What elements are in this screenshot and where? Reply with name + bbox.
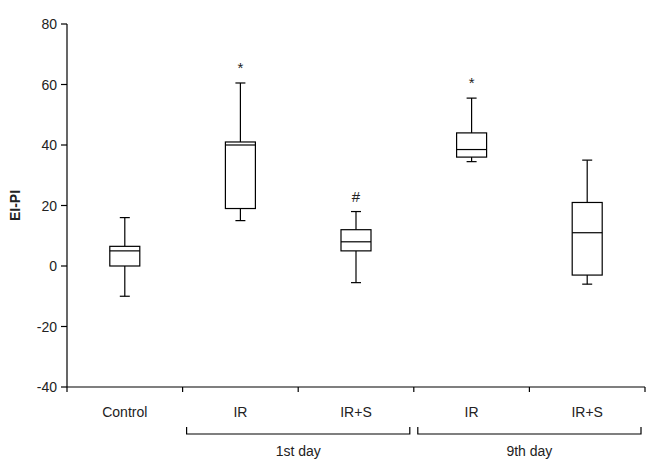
box (341, 230, 371, 251)
y-tick (61, 84, 67, 85)
upper-whisker (587, 160, 588, 202)
x-tick (529, 387, 530, 392)
x-tick (644, 387, 645, 392)
y-tick (61, 144, 67, 145)
lower-cap (120, 296, 130, 297)
median-line (341, 241, 371, 242)
upper-whisker (471, 98, 472, 133)
box (572, 202, 602, 275)
upper-cap (235, 82, 245, 83)
x-tick-label: IR+S (571, 404, 603, 420)
y-tick-label: 80 (41, 16, 57, 32)
annotation: # (352, 188, 361, 205)
group-label: 1st day (276, 443, 321, 459)
y-axis-label: EI-PI (7, 190, 23, 221)
y-tick-label: 20 (41, 198, 57, 214)
box (110, 246, 140, 266)
lower-whisker (587, 275, 588, 284)
lower-cap (351, 282, 361, 283)
y-tick (61, 205, 67, 206)
lower-whisker (355, 251, 356, 283)
annotation: * (469, 74, 475, 91)
chart-container: -40 -20 0 20 40 60 80 EI-PI Control IR IR+S IR IR+S 1… (0, 0, 647, 468)
y-tick-label: 40 (41, 137, 57, 153)
group-label: 9th day (506, 443, 552, 459)
annotation: * (237, 59, 243, 76)
lower-cap (235, 220, 245, 221)
y-tick-label: 60 (41, 77, 57, 93)
x-tick (182, 387, 183, 392)
box (225, 142, 255, 209)
x-tick (298, 387, 299, 392)
y-tick (61, 265, 67, 266)
x-tick (413, 387, 414, 392)
upper-cap (582, 160, 592, 161)
x-tick-label: Control (102, 404, 147, 420)
x-tick-label: IR+S (340, 404, 372, 420)
chart-svg: -40 -20 0 20 40 60 80 EI-PI Control IR IR+S IR IR+S 1… (0, 0, 647, 468)
upper-cap (120, 217, 130, 218)
upper-whisker (124, 218, 125, 247)
y-tick-label: -40 (37, 379, 57, 395)
upper-whisker (355, 212, 356, 230)
x-tick-label: IR (233, 404, 247, 420)
upper-cap (467, 98, 477, 99)
box (457, 133, 487, 157)
y-tick-label: -20 (37, 319, 57, 335)
group-bracket (187, 427, 410, 434)
upper-whisker (240, 83, 241, 142)
lower-cap (467, 161, 477, 162)
median-line (225, 144, 255, 145)
upper-cap (351, 211, 361, 212)
median-line (110, 250, 140, 251)
x-tick (66, 387, 67, 392)
lower-whisker (240, 209, 241, 221)
y-tick (61, 23, 67, 24)
group-bracket (418, 427, 641, 434)
plot-area (110, 83, 602, 296)
lower-cap (582, 284, 592, 285)
x-tick-label: IR (465, 404, 479, 420)
x-axis-line (67, 386, 645, 387)
y-tick-label: 0 (49, 258, 57, 274)
median-line (457, 149, 487, 150)
lower-whisker (124, 266, 125, 296)
y-tick (61, 326, 67, 327)
y-tick (61, 386, 67, 387)
lower-whisker (471, 157, 472, 162)
median-line (572, 232, 602, 233)
